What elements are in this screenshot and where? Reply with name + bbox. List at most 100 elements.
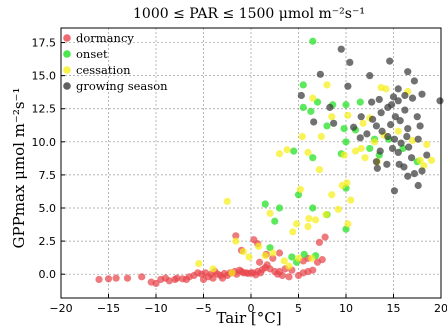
x-tick-label: 5 xyxy=(295,302,302,315)
data-point xyxy=(407,154,416,162)
data-point xyxy=(232,237,240,245)
data-point xyxy=(378,127,386,135)
x-tick-label: −5 xyxy=(195,302,211,315)
data-point xyxy=(312,216,320,224)
data-point xyxy=(382,85,390,93)
data-point xyxy=(342,101,350,109)
data-point xyxy=(328,113,336,121)
data-point xyxy=(239,248,247,256)
data-point xyxy=(297,91,305,100)
data-point xyxy=(322,211,330,219)
data-point xyxy=(366,72,374,80)
data-point xyxy=(357,144,365,153)
data-point xyxy=(340,124,348,133)
data-point xyxy=(363,130,371,138)
legend: dormancy onset cessation growing season xyxy=(63,31,168,93)
data-point xyxy=(383,160,391,168)
legend-marker xyxy=(63,34,71,42)
data-point xyxy=(400,163,408,171)
data-point xyxy=(418,167,426,175)
data-point xyxy=(377,109,385,117)
data-point xyxy=(356,98,364,106)
data-point xyxy=(289,228,297,236)
y-axis-label: GPPmax μmol m⁻²s⁻¹ xyxy=(10,88,28,249)
data-point xyxy=(313,98,322,106)
data-point xyxy=(304,148,312,157)
data-point xyxy=(294,254,303,262)
legend-label: cessation xyxy=(76,63,131,77)
data-point xyxy=(390,135,399,143)
data-point xyxy=(138,273,146,281)
data-point xyxy=(413,113,421,121)
x-tick-label: 0 xyxy=(248,302,255,315)
data-point xyxy=(228,269,236,277)
data-point xyxy=(404,172,412,180)
data-point xyxy=(405,143,413,151)
data-point xyxy=(369,115,377,123)
data-point xyxy=(223,197,231,205)
data-point xyxy=(269,254,277,262)
data-point xyxy=(307,107,315,115)
y-tick-label: 15.0 xyxy=(32,70,57,83)
x-tick-label: 10 xyxy=(339,302,353,315)
data-point xyxy=(285,273,293,281)
y-tick-label: 17.5 xyxy=(32,37,57,50)
x-axis-label: Tair [°C] xyxy=(216,309,281,327)
data-point xyxy=(373,164,381,172)
data-point xyxy=(104,275,113,283)
data-point xyxy=(342,138,350,146)
data-point xyxy=(388,101,396,109)
data-point xyxy=(334,205,342,213)
data-point xyxy=(366,144,374,153)
x-tick-label: −10 xyxy=(144,302,167,315)
data-point xyxy=(394,127,402,135)
data-point xyxy=(305,214,313,223)
data-point xyxy=(423,140,431,149)
x-tick-label: −20 xyxy=(49,302,72,315)
data-point xyxy=(280,257,288,265)
data-point xyxy=(123,274,132,282)
data-point xyxy=(404,68,412,76)
data-point xyxy=(416,156,424,164)
data-point xyxy=(384,132,392,141)
series-growing-season xyxy=(297,45,444,195)
data-point xyxy=(394,97,402,105)
data-point xyxy=(209,265,217,273)
data-point xyxy=(408,136,417,145)
data-point xyxy=(388,144,397,153)
data-point xyxy=(152,279,160,288)
legend-label: onset xyxy=(76,47,108,61)
data-point xyxy=(300,250,308,258)
data-point xyxy=(414,135,422,143)
data-point xyxy=(408,94,417,102)
data-point xyxy=(347,196,355,204)
data-point xyxy=(410,77,418,85)
data-point xyxy=(387,121,395,129)
legend-label: dormancy xyxy=(76,31,134,45)
data-point xyxy=(351,147,360,155)
data-point xyxy=(427,156,436,164)
legend-marker xyxy=(63,82,71,90)
y-tick-label: 12.5 xyxy=(32,103,57,116)
legend-marker xyxy=(63,66,71,74)
data-point xyxy=(296,185,304,194)
data-point xyxy=(173,274,181,282)
data-point xyxy=(299,103,307,112)
data-point xyxy=(310,118,318,126)
data-point xyxy=(350,123,358,131)
data-point xyxy=(315,166,323,174)
data-point xyxy=(357,113,365,121)
data-point xyxy=(389,93,398,101)
data-point xyxy=(261,252,269,260)
data-point xyxy=(386,57,394,65)
data-point xyxy=(309,37,317,45)
data-point xyxy=(308,254,316,262)
data-point xyxy=(309,204,317,212)
data-point xyxy=(255,242,263,250)
x-tick-label: 15 xyxy=(387,302,401,315)
data-point xyxy=(195,259,203,268)
data-point xyxy=(323,81,331,89)
y-tick-label: 10.0 xyxy=(32,136,57,149)
data-point xyxy=(317,132,325,141)
